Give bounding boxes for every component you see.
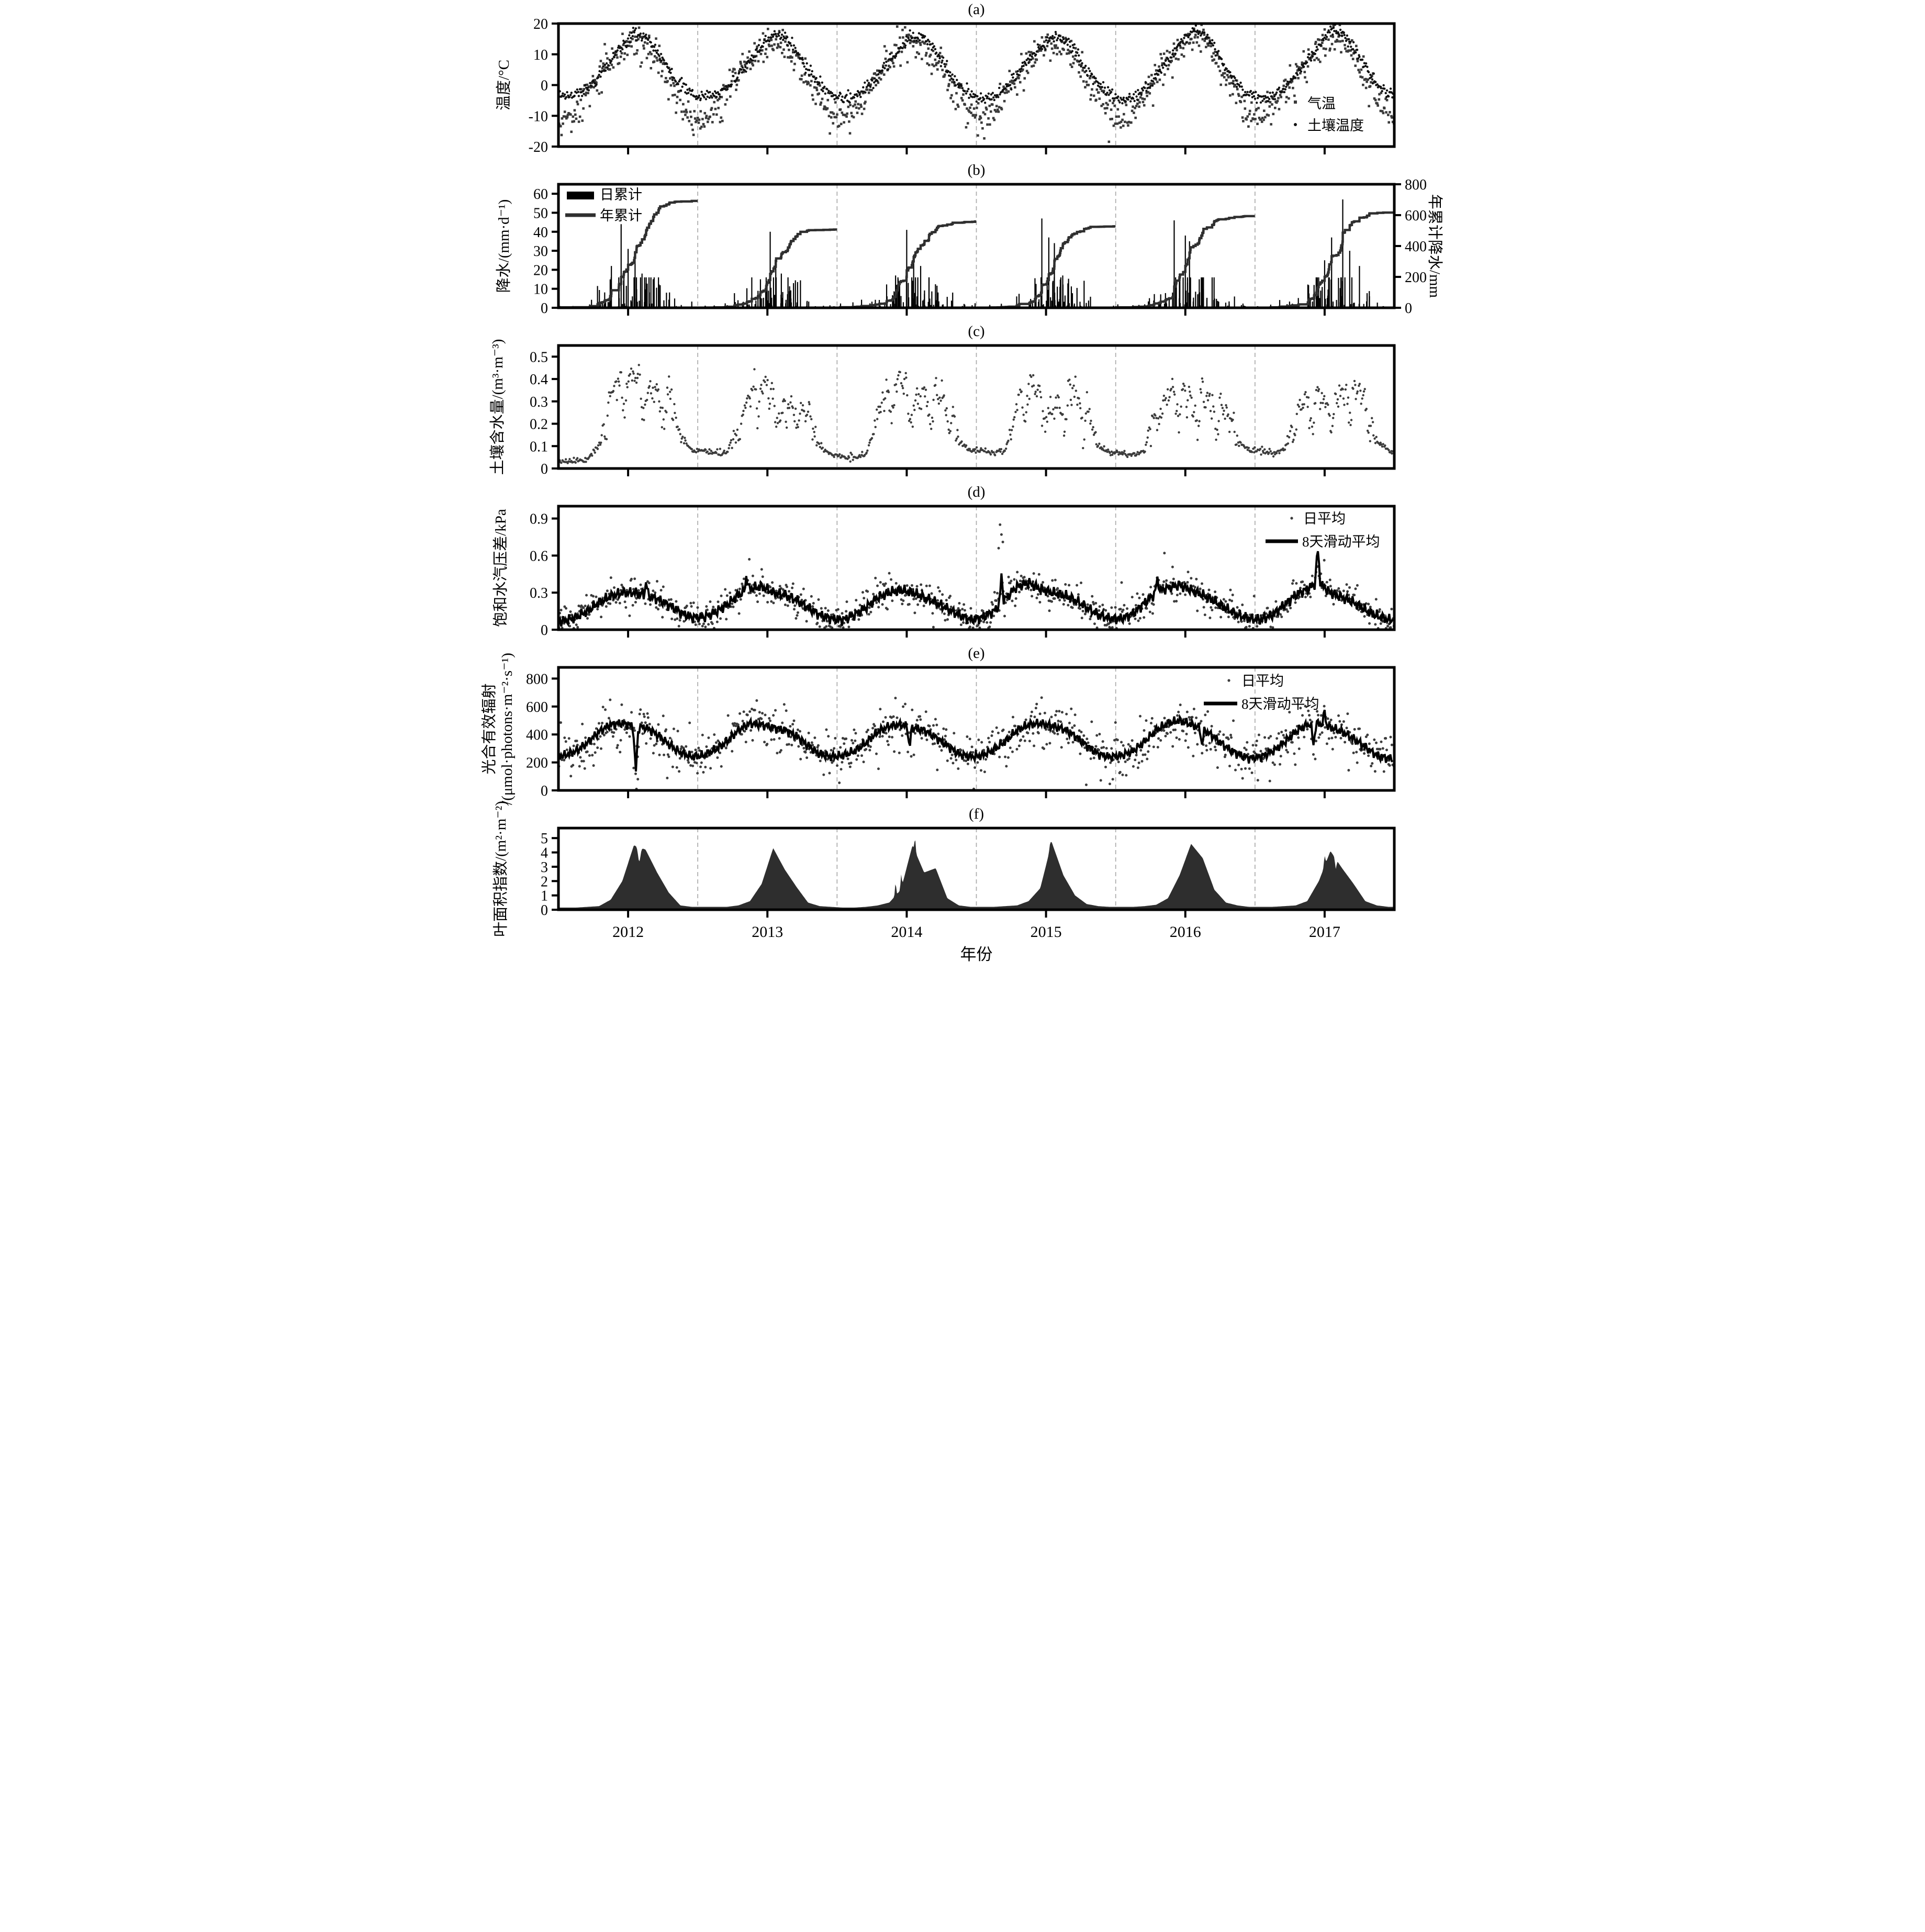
y-tick-label: 20 bbox=[533, 262, 548, 278]
svg-text:8天滑动平均: 8天滑动平均 bbox=[1302, 534, 1380, 550]
y-axis-label: 叶面积指数/(m²·m⁻²) bbox=[492, 801, 509, 937]
panel-d: 0 0.3 0.6 0.9 (d) 饱和水汽压差/kPa 日平均 8天滑动平均 bbox=[492, 484, 1395, 639]
y-tick-label: 600 bbox=[526, 699, 548, 716]
y-tick-label: 0.4 bbox=[530, 372, 548, 388]
right-y-tick-label: 0 bbox=[1405, 300, 1412, 317]
series-leaf-area-index-area bbox=[558, 840, 1394, 910]
y-axis-label: 土壤含水量/(m³·m⁻³) bbox=[489, 339, 506, 475]
y-tick-label: 60 bbox=[533, 186, 548, 203]
panel-b: 01020304050600200400600800年累计降水/mm(b)降水/… bbox=[495, 162, 1443, 317]
series-8day-moving-average-line bbox=[557, 551, 1394, 627]
panel-title: (e) bbox=[968, 645, 984, 662]
svg-text:土壤温度: 土壤温度 bbox=[1307, 118, 1364, 133]
svg-text:日累计: 日累计 bbox=[600, 187, 642, 203]
series-土壤温度 bbox=[557, 24, 1395, 105]
svg-text:日平均: 日平均 bbox=[1303, 511, 1346, 527]
right-y-axis-label: 年累计降水/mm bbox=[1426, 194, 1443, 298]
panel-title: (d) bbox=[967, 484, 985, 500]
x-tick-label: 2017 bbox=[1308, 923, 1340, 941]
y-tick-label: 2 bbox=[541, 874, 548, 890]
series-annual-cumulative-line bbox=[557, 199, 1394, 309]
y-tick-label: 0 bbox=[541, 300, 548, 317]
y-tick-label: 0.9 bbox=[530, 511, 548, 528]
x-tick-label: 2012 bbox=[612, 923, 644, 941]
panel-title: (f) bbox=[969, 806, 984, 822]
y-tick-label: 40 bbox=[533, 225, 548, 241]
y-tick-label: 0 bbox=[541, 902, 548, 919]
y-tick-label: 0.5 bbox=[530, 349, 548, 365]
right-y-tick-label: 200 bbox=[1405, 270, 1427, 286]
y-tick-label: 800 bbox=[526, 671, 548, 687]
y-tick-label: 0 bbox=[541, 461, 548, 477]
panel-title: (c) bbox=[968, 323, 984, 340]
series-daily-precip-bars bbox=[558, 199, 1384, 308]
x-tick-label: 2013 bbox=[752, 923, 783, 941]
y-tick-label: 0 bbox=[541, 78, 548, 94]
y-tick-label: 0.2 bbox=[530, 417, 548, 433]
panel-frame bbox=[557, 505, 1395, 631]
panel-frame bbox=[557, 827, 1395, 911]
y-tick-label: 10 bbox=[533, 282, 548, 298]
y-tick-label: 1 bbox=[541, 888, 548, 904]
climate-multipanel-figure: -20 -10 0 10 20 (a) 温度/°C 气温 土壤温度 0 10 20 30 40 50 60 0 2… bbox=[481, 0, 1444, 966]
y-axis-label: 饱和水汽压差/kPa bbox=[492, 509, 509, 627]
x-tick-label: 2014 bbox=[891, 923, 922, 941]
y-tick-label: -10 bbox=[528, 108, 547, 125]
y-tick-label: 400 bbox=[526, 727, 548, 743]
y-tick-label: 0.3 bbox=[530, 585, 548, 601]
y-tick-label: 4 bbox=[541, 845, 548, 862]
svg-text:年累计: 年累计 bbox=[600, 208, 642, 224]
series-8day-moving-average-line bbox=[557, 709, 1393, 772]
x-tick-label: 2016 bbox=[1169, 923, 1201, 941]
svg-text:气温: 气温 bbox=[1307, 96, 1336, 111]
y-tick-label: 0 bbox=[541, 783, 548, 799]
x-tick-label: 2015 bbox=[1030, 923, 1061, 941]
right-y-tick-label: 600 bbox=[1405, 208, 1427, 224]
series-土壤含水量 bbox=[557, 364, 1395, 464]
y-tick-label: 10 bbox=[533, 47, 548, 63]
y-tick-label: 30 bbox=[533, 243, 548, 260]
y-tick-label: 0.6 bbox=[530, 548, 548, 564]
panel-title: (b) bbox=[967, 162, 985, 178]
y-axis-label: 降水/(mm·d⁻¹) bbox=[495, 199, 512, 293]
legend-d: 日平均 8天滑动平均 bbox=[1265, 511, 1380, 550]
y-tick-label: 3 bbox=[541, 859, 548, 876]
y-tick-label: 20 bbox=[533, 16, 548, 32]
panel-frame bbox=[557, 666, 1395, 792]
y-axis-label: /(μmol·photons·m⁻²·s⁻¹) bbox=[499, 653, 516, 805]
y-tick-label: 0.1 bbox=[530, 439, 548, 455]
y-axis-label: 温度/°C bbox=[495, 60, 512, 110]
y-tick-label: 200 bbox=[526, 755, 548, 772]
panel-title: (a) bbox=[968, 1, 984, 18]
y-tick-label: 50 bbox=[533, 205, 548, 221]
y-tick-label: 0.3 bbox=[530, 394, 548, 410]
right-y-tick-label: 800 bbox=[1405, 177, 1427, 193]
x-axis-title: 年份 bbox=[960, 945, 992, 964]
panel-e: 0 200 400 600 800 (e) 光合有效辐射/(μmol·photons·m⁻²… bbox=[482, 645, 1395, 805]
panel-frame bbox=[557, 344, 1395, 470]
panel-c: 0 0.1 0.2 0.3 0.4 0.5 (c) 土壤含水量/(m³·m⁻³) bbox=[489, 323, 1395, 477]
y-tick-label: 5 bbox=[541, 831, 548, 847]
series-气温 bbox=[557, 24, 1395, 143]
y-axis-label: 光合有效辐射 bbox=[482, 683, 498, 774]
y-tick-label: 0 bbox=[541, 622, 548, 639]
right-y-tick-label: 400 bbox=[1405, 239, 1427, 255]
y-tick-label: -20 bbox=[528, 139, 547, 155]
